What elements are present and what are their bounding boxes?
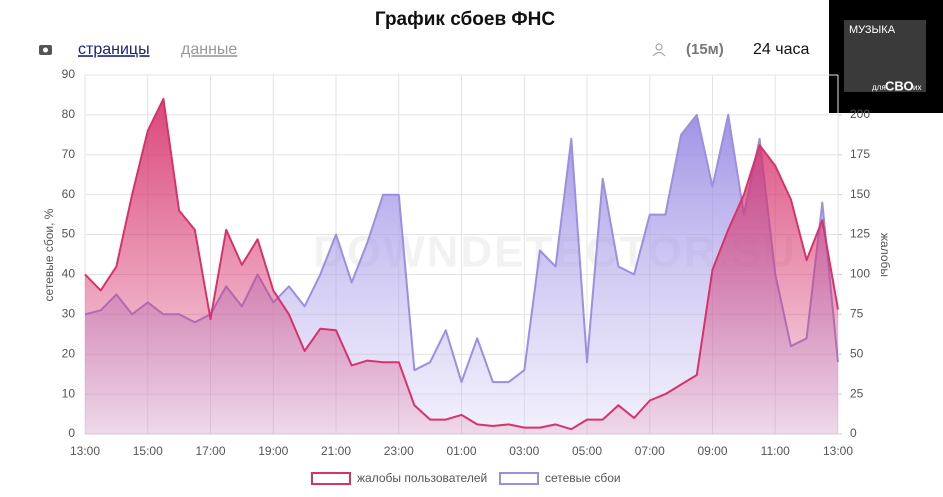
- y2-tick-label: 25: [850, 386, 864, 400]
- tab-data[interactable]: данные: [181, 41, 237, 58]
- y-tick-label: 40: [62, 267, 76, 281]
- x-tick-label: 13:00: [70, 444, 100, 458]
- y2-axis-label: жалобы: [878, 233, 892, 277]
- y2-tick-label: 200: [850, 107, 870, 121]
- legend-swatch: [499, 472, 539, 485]
- y2-tick-label: 75: [850, 307, 864, 321]
- logo-text: их: [913, 83, 921, 92]
- logo-text: МУЗЫКА: [849, 24, 896, 36]
- x-tick-label: 15:00: [133, 444, 163, 458]
- period[interactable]: 24 часа: [753, 41, 809, 58]
- logo-text: СВО: [885, 78, 914, 93]
- x-tick-label: 13:00: [823, 444, 853, 458]
- x-tick-label: 01:00: [446, 444, 476, 458]
- y-tick-label: 0: [68, 426, 75, 440]
- y-tick-label: 50: [62, 227, 76, 241]
- tab-pages[interactable]: страницы: [78, 41, 150, 58]
- y-axis-label: сетевые сбои, %: [42, 208, 56, 301]
- y-tick-label: 30: [62, 307, 76, 321]
- legend-swatch: [311, 472, 351, 485]
- x-tick-label: 23:00: [384, 444, 414, 458]
- x-tick-label: 11:00: [761, 444, 790, 458]
- camera-icon[interactable]: [39, 45, 52, 55]
- x-tick-label: 09:00: [697, 444, 727, 458]
- x-tick-label: 03:00: [509, 444, 539, 458]
- chart-title: График сбоев ФНС: [375, 9, 555, 30]
- x-tick-label: 05:00: [572, 444, 602, 458]
- x-tick-label: 19:00: [258, 444, 288, 458]
- user-icon[interactable]: [652, 43, 666, 57]
- y2-tick-label: 0: [850, 426, 857, 440]
- x-tick-label: 17:00: [195, 444, 225, 458]
- interval[interactable]: (15м): [686, 41, 724, 58]
- series-area: [85, 98, 838, 435]
- y-tick-label: 90: [62, 67, 76, 81]
- x-tick-label: 07:00: [635, 444, 665, 458]
- series-line: [84, 97, 839, 431]
- x-tick-label: 21:00: [321, 444, 351, 458]
- y2-tick-label: 125: [850, 227, 870, 241]
- y2-tick-label: 175: [850, 147, 870, 161]
- y-tick-label: 60: [62, 187, 76, 201]
- y-tick-label: 10: [62, 386, 76, 400]
- y2-tick-label: 50: [850, 346, 864, 360]
- y2-tick-label: 150: [850, 187, 870, 201]
- y2-tick-label: 100: [850, 267, 870, 281]
- legend-label: сетевые сбои: [545, 471, 621, 485]
- logo-text: для: [872, 83, 886, 92]
- y-tick-label: 20: [62, 346, 76, 360]
- logo: МУЗЫКА для СВО их: [829, 0, 943, 113]
- legend-label: жалобы пользователей: [357, 471, 487, 485]
- y-tick-label: 80: [62, 107, 76, 121]
- y-tick-label: 70: [62, 147, 76, 161]
